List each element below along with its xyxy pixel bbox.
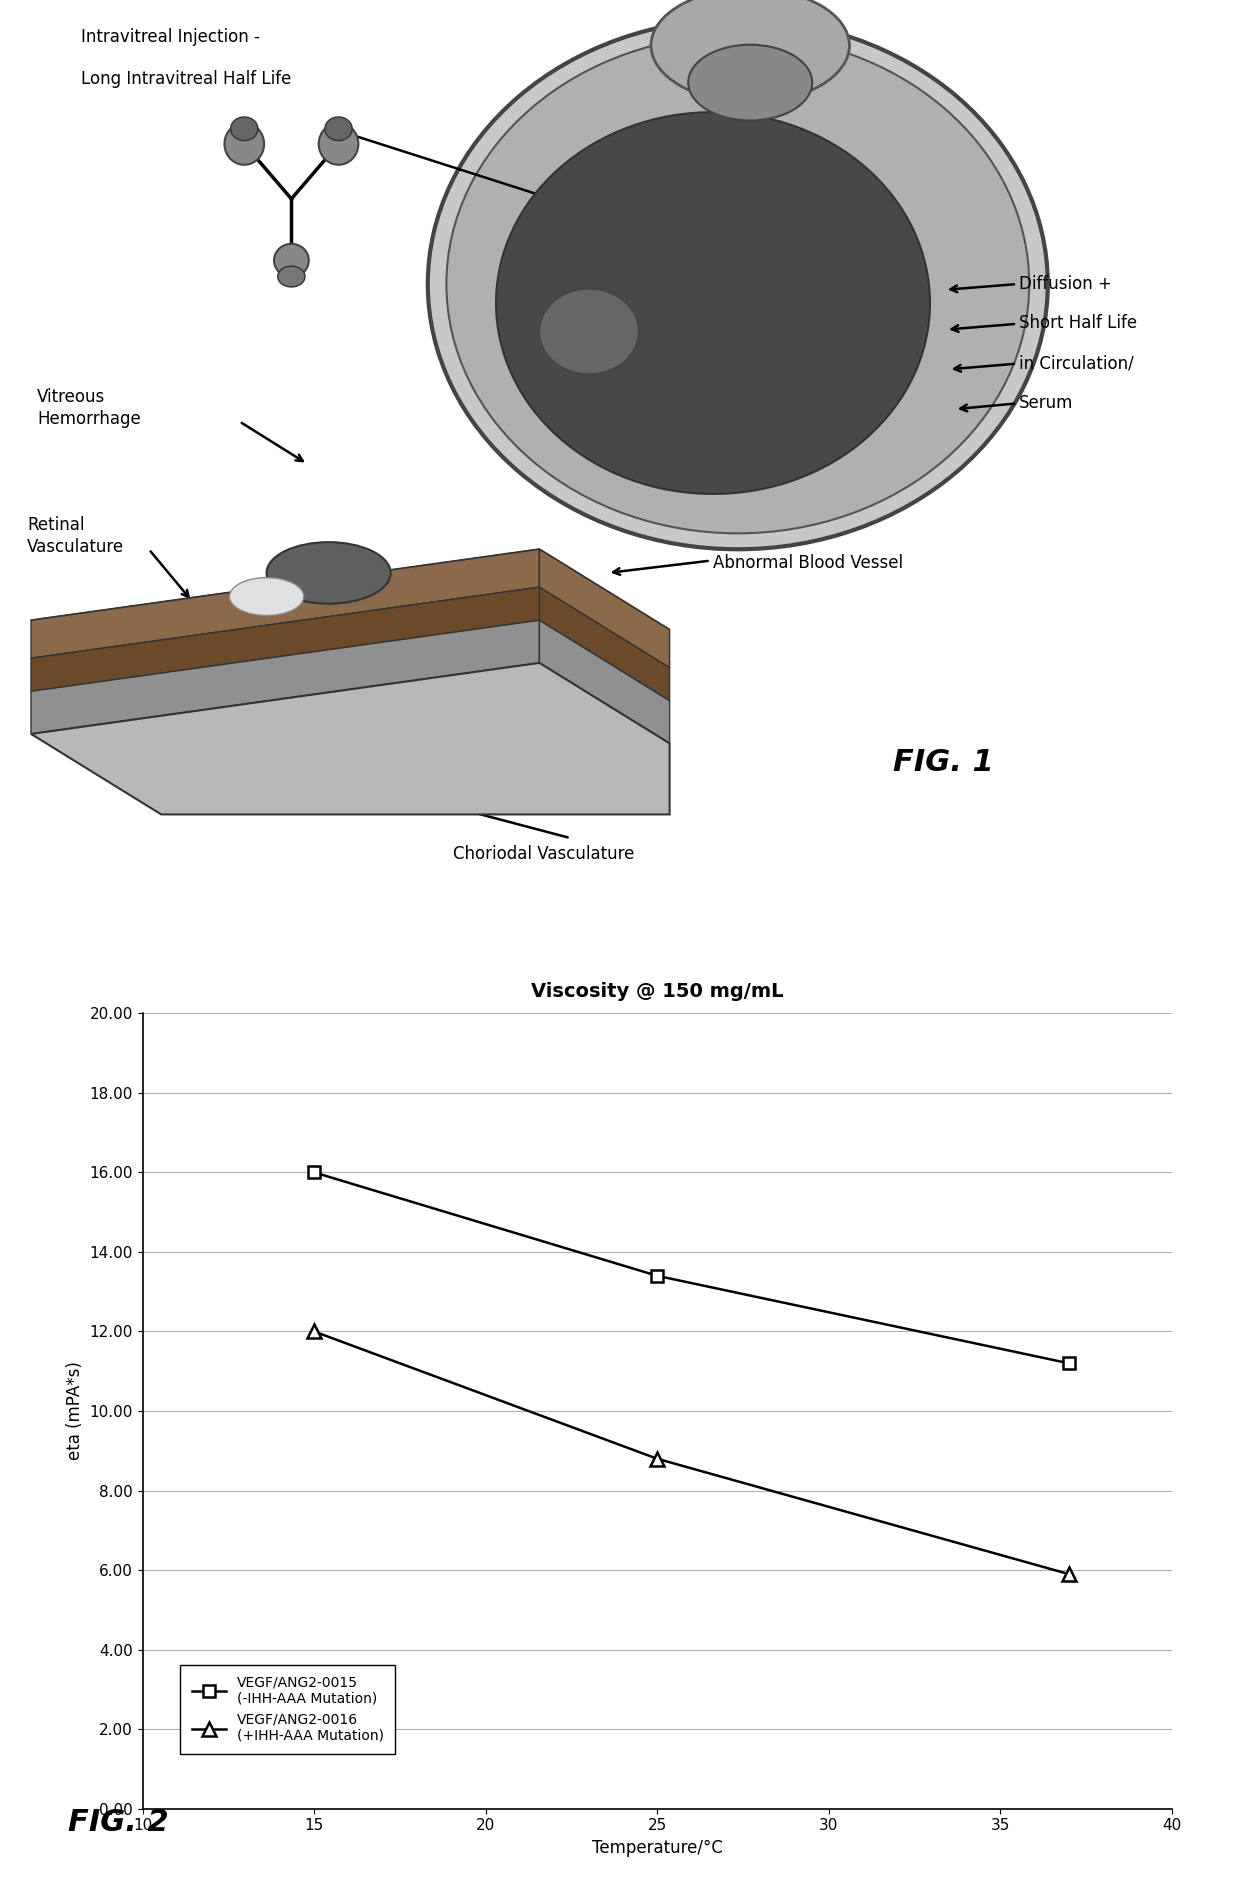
Text: Choriodal Vasculature: Choriodal Vasculature [453, 845, 634, 864]
Polygon shape [539, 549, 670, 667]
Text: Serum: Serum [1019, 394, 1074, 413]
Ellipse shape [229, 578, 304, 616]
Text: Retinal
Vasculature: Retinal Vasculature [27, 515, 124, 557]
Ellipse shape [496, 112, 930, 494]
Text: Intravitreal Injection -: Intravitreal Injection - [81, 28, 259, 47]
VEGF/ANG2-0015
(-IHH-AAA Mutation) [306, 1161, 321, 1184]
Text: Diffusion +: Diffusion + [1019, 275, 1112, 294]
VEGF/ANG2-0015
(-IHH-AAA Mutation) [1061, 1352, 1076, 1375]
Text: FIG. 2: FIG. 2 [68, 1809, 169, 1837]
Line: VEGF/ANG2-0016
(+IHH-AAA Mutation): VEGF/ANG2-0016 (+IHH-AAA Mutation) [308, 1324, 1076, 1581]
Ellipse shape [688, 45, 812, 121]
X-axis label: Temperature/°C: Temperature/°C [591, 1839, 723, 1856]
Polygon shape [31, 549, 670, 701]
Ellipse shape [325, 117, 352, 140]
Polygon shape [539, 621, 670, 744]
VEGF/ANG2-0015
(-IHH-AAA Mutation) [650, 1265, 665, 1288]
VEGF/ANG2-0016
(+IHH-AAA Mutation) [1061, 1563, 1076, 1585]
Y-axis label: eta (mPA*s): eta (mPA*s) [66, 1362, 84, 1460]
Polygon shape [31, 587, 539, 691]
Polygon shape [31, 549, 539, 659]
Ellipse shape [428, 19, 1048, 549]
Ellipse shape [539, 288, 639, 375]
VEGF/ANG2-0016
(+IHH-AAA Mutation) [650, 1447, 665, 1470]
Polygon shape [31, 663, 670, 814]
Ellipse shape [319, 123, 358, 165]
Title: Viscosity @ 150 mg/mL: Viscosity @ 150 mg/mL [531, 981, 784, 1000]
Text: FIG. 1: FIG. 1 [893, 748, 993, 777]
Ellipse shape [274, 244, 309, 277]
VEGF/ANG2-0016
(+IHH-AAA Mutation) [306, 1320, 321, 1343]
Ellipse shape [267, 542, 391, 604]
Ellipse shape [651, 0, 849, 102]
Line: VEGF/ANG2-0015
(-IHH-AAA Mutation): VEGF/ANG2-0015 (-IHH-AAA Mutation) [308, 1167, 1075, 1369]
Polygon shape [31, 621, 539, 735]
Text: Long Intravitreal Half Life: Long Intravitreal Half Life [81, 70, 291, 89]
Ellipse shape [446, 34, 1029, 534]
Text: Vitreous
Hemorrhage: Vitreous Hemorrhage [37, 388, 141, 428]
Text: in Circulation/: in Circulation/ [1019, 354, 1135, 373]
Ellipse shape [278, 267, 305, 286]
Legend: VEGF/ANG2-0015
(-IHH-AAA Mutation), VEGF/ANG2-0016
(+IHH-AAA Mutation): VEGF/ANG2-0015 (-IHH-AAA Mutation), VEGF… [181, 1665, 396, 1754]
Text: Short Half Life: Short Half Life [1019, 314, 1137, 333]
Polygon shape [539, 587, 670, 701]
Text: Abnormal Blood Vessel: Abnormal Blood Vessel [713, 553, 903, 572]
Ellipse shape [231, 117, 258, 140]
Ellipse shape [224, 123, 264, 165]
